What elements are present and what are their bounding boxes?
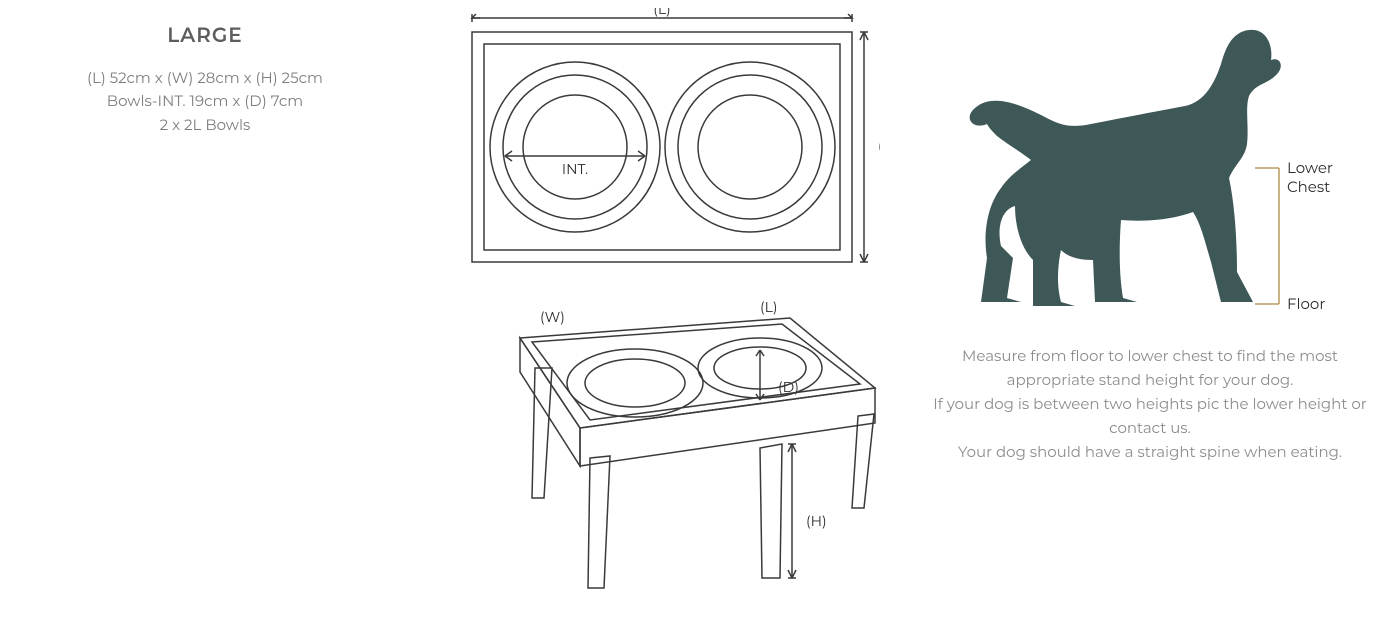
spec-line-1: (L) 52cm x (W) 28cm x (H) 25cm — [0, 66, 410, 89]
spec-line-2: Bowls-INT. 19cm x (D) 7cm — [0, 89, 410, 112]
label-INT: INT. — [562, 160, 588, 178]
label-L: (L) — [653, 8, 670, 18]
spec-line-3: 2 x 2L Bowls — [0, 113, 410, 136]
dog-figure: Lower Chest Floor — [930, 10, 1370, 320]
help-text: Measure from floor to lower chest to fin… — [930, 344, 1370, 464]
product-diagram: (L) INT. — [460, 8, 880, 618]
ann-lower-chest: Lower Chest — [1287, 158, 1333, 196]
label-H: (H) — [806, 512, 827, 530]
dog-silhouette — [953, 10, 1283, 320]
diagram-column: (L) INT. — [460, 8, 880, 623]
label-D: (D) — [778, 378, 799, 396]
help-line-2: If your dog is between two heights pic t… — [930, 392, 1370, 440]
guidance-column: Lower Chest Floor Measure from floor to … — [930, 10, 1370, 464]
spec-column: LARGE (L) 52cm x (W) 28cm x (H) 25cm Bow… — [0, 0, 410, 136]
spec-block: (L) 52cm x (W) 28cm x (H) 25cm Bowls-INT… — [0, 66, 410, 136]
help-line-1: Measure from floor to lower chest to fin… — [930, 344, 1370, 392]
label-W2: (W) — [540, 308, 565, 326]
ann-floor: Floor — [1287, 294, 1325, 313]
page: LARGE (L) 52cm x (W) 28cm x (H) 25cm Bow… — [0, 0, 1391, 622]
label-L2: (L) — [760, 298, 777, 316]
dog-annotations: Lower Chest Floor — [1283, 10, 1347, 320]
size-title: LARGE — [0, 24, 410, 48]
label-W: (W) — [878, 137, 880, 155]
ann-chest: Chest — [1287, 177, 1330, 196]
help-line-3: Your dog should have a straight spine wh… — [930, 440, 1370, 464]
ann-lower: Lower — [1287, 158, 1333, 177]
